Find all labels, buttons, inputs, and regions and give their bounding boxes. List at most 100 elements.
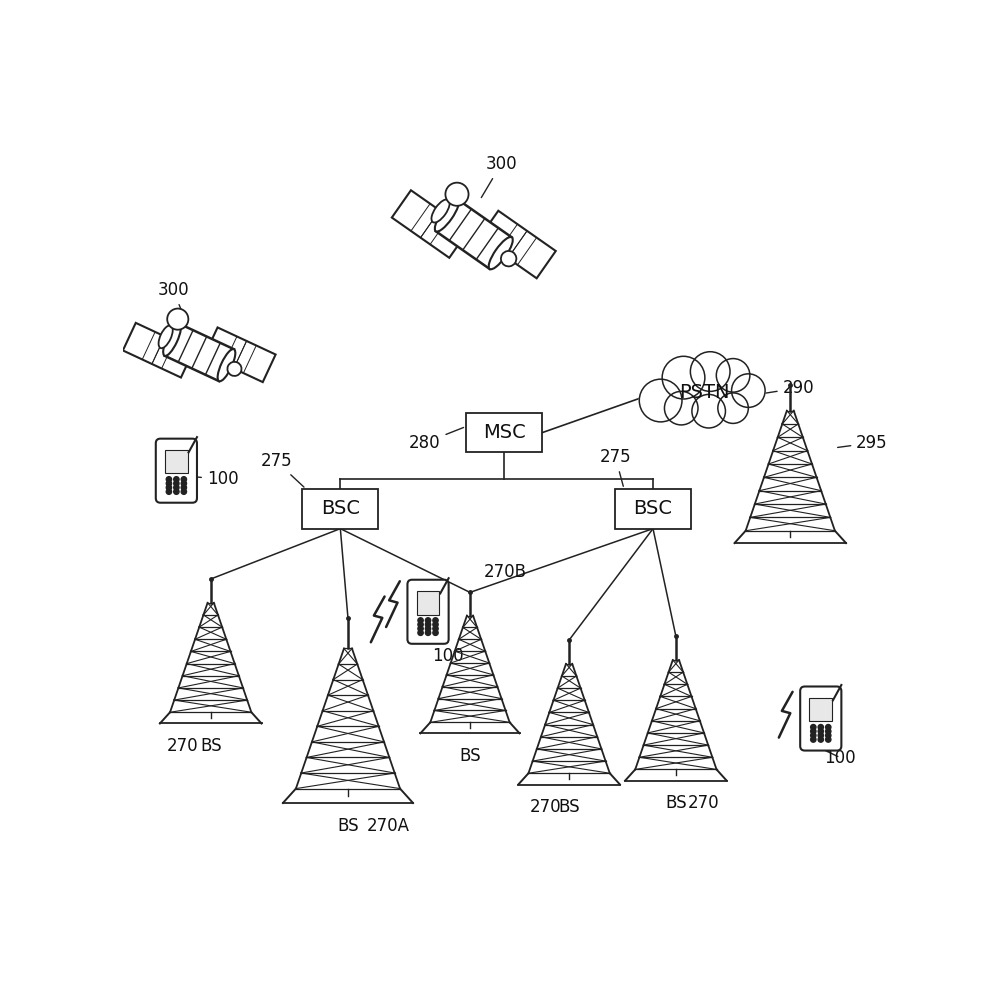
Polygon shape [760,477,822,491]
Ellipse shape [217,349,235,381]
Text: 275: 275 [261,452,304,487]
Circle shape [181,489,187,494]
Polygon shape [191,639,230,651]
Circle shape [174,477,179,482]
Polygon shape [195,627,226,639]
Polygon shape [652,709,700,721]
Polygon shape [750,504,830,517]
Circle shape [818,729,824,734]
Circle shape [433,618,438,623]
Text: 300: 300 [481,155,517,198]
Circle shape [818,737,824,742]
Text: BS: BS [460,747,481,765]
Polygon shape [664,672,688,684]
Polygon shape [541,725,597,737]
Polygon shape [553,688,584,700]
Polygon shape [174,688,247,700]
Polygon shape [459,627,481,639]
Polygon shape [447,663,493,675]
Circle shape [425,622,431,627]
Circle shape [718,393,749,423]
Polygon shape [170,700,251,712]
Circle shape [418,626,423,631]
Circle shape [826,733,830,738]
Circle shape [691,352,730,391]
Circle shape [811,733,816,738]
Circle shape [811,737,816,742]
Polygon shape [777,424,803,437]
Text: 270: 270 [688,794,719,812]
Polygon shape [660,684,692,696]
Text: BSC: BSC [634,499,672,518]
Polygon shape [455,639,485,651]
Polygon shape [338,648,357,664]
FancyBboxPatch shape [800,686,841,751]
Text: 300: 300 [157,281,189,323]
Text: MSC: MSC [483,423,525,442]
Polygon shape [301,757,395,773]
Text: 270: 270 [529,798,562,816]
Circle shape [174,481,179,486]
Circle shape [174,489,179,494]
Circle shape [446,183,468,206]
Text: PSTN: PSTN [680,383,730,402]
Text: 270: 270 [167,737,199,755]
Polygon shape [430,710,510,722]
Polygon shape [164,324,234,381]
Circle shape [418,622,423,627]
FancyBboxPatch shape [155,439,197,503]
Polygon shape [528,761,610,773]
Polygon shape [434,699,506,710]
Circle shape [818,725,824,730]
Polygon shape [764,464,817,477]
Polygon shape [317,711,379,726]
Polygon shape [558,676,581,688]
Polygon shape [439,687,502,699]
Polygon shape [296,773,400,789]
Text: 275: 275 [599,448,632,486]
Polygon shape [640,745,712,757]
Polygon shape [782,411,798,424]
Polygon shape [328,680,368,695]
Circle shape [662,356,705,399]
Circle shape [425,626,431,631]
Circle shape [433,630,438,635]
Circle shape [818,733,824,738]
Circle shape [166,477,171,482]
Circle shape [664,391,698,425]
Circle shape [826,729,830,734]
Circle shape [433,626,438,631]
Polygon shape [199,615,222,627]
Text: BSC: BSC [321,499,360,518]
Circle shape [692,394,725,428]
Polygon shape [746,517,834,531]
Circle shape [640,379,682,422]
Circle shape [166,485,171,490]
Text: BS: BS [338,817,359,835]
Text: 270B: 270B [484,563,526,581]
Polygon shape [636,757,716,769]
Text: BS: BS [558,798,580,816]
Polygon shape [549,700,588,712]
Bar [466,413,542,452]
Circle shape [826,725,830,730]
Bar [615,489,691,529]
Circle shape [826,737,830,742]
Text: 280: 280 [409,427,463,452]
Polygon shape [545,712,593,725]
Bar [165,450,188,473]
Circle shape [418,630,423,635]
Polygon shape [462,616,477,627]
Polygon shape [537,737,601,749]
FancyBboxPatch shape [407,580,449,644]
Circle shape [166,481,171,486]
Circle shape [425,618,431,623]
Circle shape [433,622,438,627]
Polygon shape [334,664,363,680]
Bar [416,591,440,615]
Ellipse shape [158,325,173,348]
Polygon shape [562,664,577,676]
Circle shape [811,725,816,730]
Ellipse shape [163,324,181,356]
Polygon shape [451,651,489,663]
